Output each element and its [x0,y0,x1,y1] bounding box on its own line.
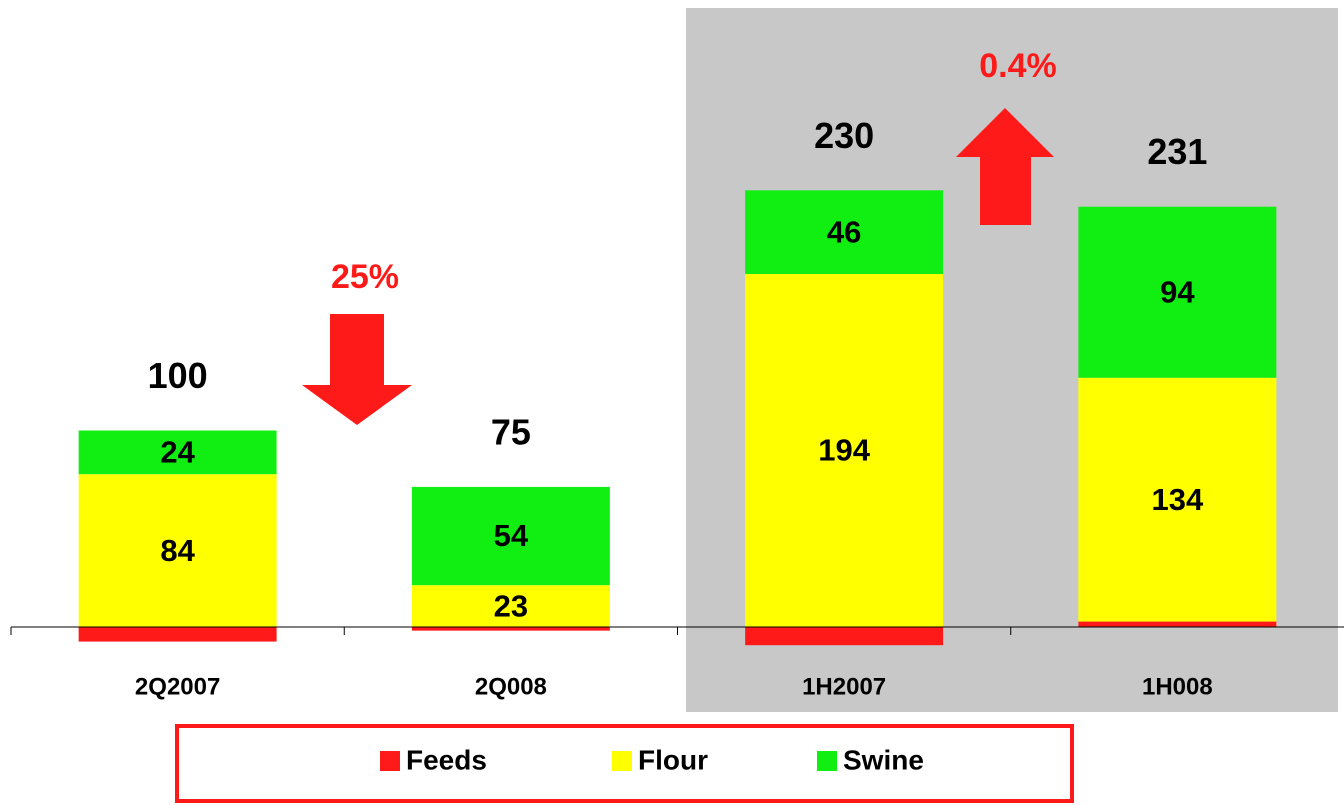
bar-segment [78,627,277,642]
legend-label: Swine [843,744,924,775]
annotation: 25% [331,258,399,296]
total-label: 75 [491,411,531,452]
bar-segment [411,486,610,586]
bar-segment [745,274,944,628]
data-label: 194 [818,433,870,468]
legend-box [175,724,1074,803]
up-arrow [956,108,1054,225]
x-tick-label: 1H008 [1142,673,1213,700]
legend-swatch [817,751,837,771]
legend-label: Flour [638,744,708,775]
total-label: 231 [1147,131,1207,172]
data-label: 46 [827,214,861,249]
x-tick-label: 2Q2007 [135,673,220,700]
data-label: 24 [160,435,195,470]
data-label: 94 [1160,274,1195,309]
data-label: 54 [494,518,529,553]
down-arrow [302,314,412,425]
data-label: 84 [160,533,195,568]
bar-segment [411,627,610,631]
bar-segment [745,627,944,646]
x-tick-label: 2Q008 [475,673,547,700]
legend-label: Feeds [406,744,487,775]
data-label: 134 [1152,482,1204,517]
bar-segment [78,474,277,628]
legend-swatch [612,751,632,771]
legend-swatch [380,751,400,771]
total-label: 230 [814,115,874,156]
bar-segment [1078,377,1277,622]
data-label: 23 [494,588,528,623]
bar-segment [78,430,277,475]
total-label: 100 [148,355,208,396]
bar-segment [411,585,610,628]
bar-segment [745,190,944,275]
bar-segment [1078,206,1277,378]
x-tick-label: 1H2007 [802,673,886,700]
annotation: 0.4% [979,47,1057,85]
bar-segment [1078,621,1277,628]
